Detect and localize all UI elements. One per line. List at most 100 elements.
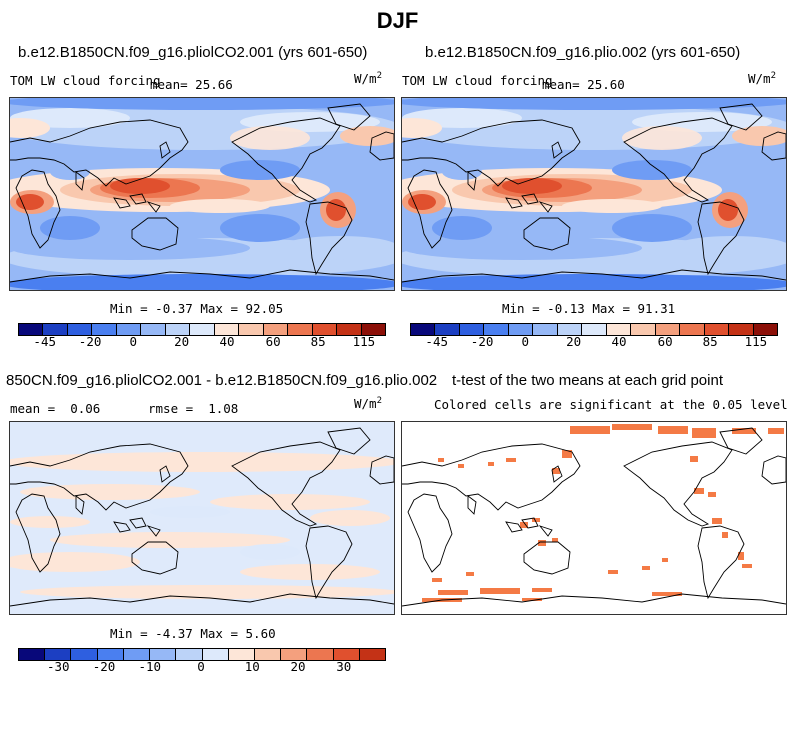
panel2-title: b.e12.B1850CN.f09_g16.plio.002 (yrs 601-… xyxy=(425,44,741,61)
field-contour xyxy=(402,236,642,260)
colorbar-swatch xyxy=(631,324,656,335)
field-contour xyxy=(10,236,250,260)
significant-cell xyxy=(690,456,698,462)
colorbar-tick-label: -45 xyxy=(425,334,448,349)
field-contour xyxy=(442,164,482,180)
colorbar-swatch xyxy=(312,324,338,335)
significant-cell xyxy=(488,462,494,466)
field-contour xyxy=(40,216,100,240)
significant-cell xyxy=(562,450,572,458)
significant-cell xyxy=(552,468,560,474)
colorbar-tick-label: -10 xyxy=(138,659,162,674)
significant-cell xyxy=(458,464,464,468)
significant-cell xyxy=(438,590,468,595)
colorbar-swatch xyxy=(43,324,68,335)
colorbar-tick-label: 60 xyxy=(265,334,281,349)
coastline xyxy=(305,201,353,276)
coastline xyxy=(131,217,179,251)
colorbar-tick-label: 40 xyxy=(611,334,627,349)
map-background xyxy=(402,422,786,614)
panel3-minmax: Min = -4.37 Max = 5.60 xyxy=(110,626,276,641)
coastline xyxy=(719,103,763,131)
colorbar-swatch xyxy=(263,324,289,335)
significant-cell xyxy=(712,518,722,524)
significant-cell xyxy=(692,428,716,438)
field-contour xyxy=(10,452,394,472)
colorbar-swatch xyxy=(19,649,46,660)
coastline xyxy=(505,521,523,533)
field-contour xyxy=(340,126,394,146)
figure-title: DJF xyxy=(376,8,419,33)
significant-cell xyxy=(738,552,744,560)
coastline xyxy=(10,269,394,283)
significant-cell xyxy=(658,426,688,434)
panel1-title: b.e12.B1850CN.f09_g16.pliolCO2.001 (yrs … xyxy=(18,44,368,61)
coastline xyxy=(402,443,581,511)
colorbar-tick-label: 115 xyxy=(352,334,376,349)
field-contour xyxy=(20,585,394,599)
coastline xyxy=(538,201,553,213)
field-contour xyxy=(326,199,346,221)
colorbar-tick-label: 85 xyxy=(702,334,718,349)
coastline xyxy=(719,427,763,455)
field-contour xyxy=(612,214,692,242)
field-contour xyxy=(402,274,786,290)
significant-cell xyxy=(552,538,558,542)
coastline xyxy=(159,141,171,159)
coastline xyxy=(407,493,453,573)
field-contour xyxy=(10,274,394,290)
panel4-title: t-test of the two means at each grid poi… xyxy=(452,372,723,389)
colorbar-tick-label: -20 xyxy=(470,334,494,349)
significant-cell xyxy=(662,558,668,562)
significant-cell xyxy=(742,564,752,568)
colorbar-tick-label: -20 xyxy=(92,659,116,674)
field-contour xyxy=(110,178,170,194)
colorbar-tick-label: 20 xyxy=(174,334,190,349)
colorbar-swatch xyxy=(704,324,730,335)
coastline xyxy=(623,117,733,203)
coastline xyxy=(369,131,394,161)
significant-cell xyxy=(520,522,528,528)
colorbar-swatch xyxy=(254,649,282,660)
coastline xyxy=(551,141,563,159)
coastline xyxy=(113,197,131,209)
colorbar-swatch xyxy=(508,324,534,335)
colorbar-swatch xyxy=(411,324,436,335)
field-contour xyxy=(672,236,786,260)
coastline xyxy=(761,131,786,161)
panel2-units: W/m2 xyxy=(748,71,776,87)
colorbar-swatch xyxy=(214,324,240,335)
field-contour xyxy=(10,98,394,110)
coastline xyxy=(75,171,85,191)
significant-cell xyxy=(608,570,618,574)
coastline xyxy=(10,593,394,607)
coastline xyxy=(305,525,353,600)
panel4-map xyxy=(401,421,787,615)
colorbar-tick-label: 40 xyxy=(219,334,235,349)
field-contour xyxy=(310,510,390,526)
colorbar-tick-label: 0 xyxy=(129,334,138,349)
panel3-rmse: rmse = 1.08 xyxy=(148,401,239,416)
colorbar-swatch xyxy=(239,324,264,335)
coastline xyxy=(523,541,571,575)
panel1-map xyxy=(9,97,395,291)
colorbar-swatch xyxy=(281,649,308,660)
colorbar-swatch xyxy=(337,324,362,335)
coastline xyxy=(10,119,189,187)
panel3-mean: mean = 0.06 xyxy=(10,401,101,416)
colorbar-swatch xyxy=(97,649,124,660)
significant-cell xyxy=(694,488,704,494)
significant-cell xyxy=(438,458,444,462)
coastline xyxy=(761,455,786,485)
significant-cell xyxy=(522,598,542,601)
field-contour xyxy=(50,164,90,180)
coastline xyxy=(231,117,341,203)
coastline xyxy=(697,525,745,600)
coastline xyxy=(623,441,733,527)
coastline xyxy=(113,521,131,533)
colorbar-swatch xyxy=(533,324,558,335)
panel1-units: W/m2 xyxy=(354,71,382,87)
field-contour xyxy=(718,199,738,221)
significant-cell xyxy=(732,428,756,434)
colorbar-tick-label: 85 xyxy=(310,334,326,349)
